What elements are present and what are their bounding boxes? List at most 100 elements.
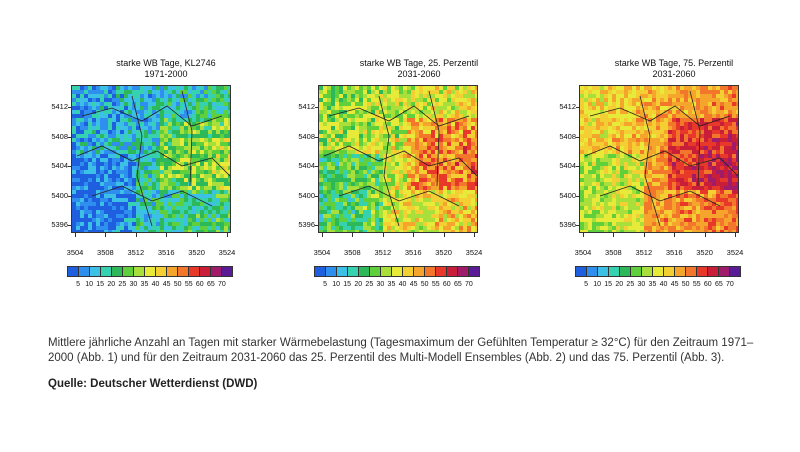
colorbar — [314, 266, 480, 277]
x-tick-mark — [413, 233, 415, 237]
y-tick-label: 5412 — [298, 102, 315, 111]
colorbar-label: 45 — [409, 281, 418, 288]
y-tick-label: 5412 — [51, 102, 68, 111]
y-tick-label: 5400 — [51, 191, 68, 200]
heat-map — [318, 85, 478, 233]
colorbar-label: 15 — [96, 281, 105, 288]
figure-caption: Mittlere jährliche Anzahl an Tagen mit s… — [48, 337, 754, 364]
colorbar-label: 40 — [151, 281, 160, 288]
colorbar-swatch — [587, 267, 598, 276]
colorbar-swatch — [359, 267, 370, 276]
colorbar-swatch — [123, 267, 134, 276]
colorbar-swatch — [697, 267, 708, 276]
border-line — [589, 105, 731, 127]
colorbar-swatch — [134, 267, 145, 276]
colorbar-swatch — [642, 267, 653, 276]
colorbar-label: 45 — [162, 281, 171, 288]
heat-map-image — [319, 86, 477, 232]
x-tick-label: 3508 — [344, 248, 361, 257]
border-line — [181, 90, 193, 187]
colorbar-swatch — [189, 267, 200, 276]
colorbar-swatch — [315, 267, 326, 276]
y-tick-mark — [68, 225, 72, 226]
x-tick-mark — [352, 233, 354, 237]
y-tick-mark — [68, 107, 72, 108]
x-tick-label: 3524 — [465, 248, 483, 257]
colorbar-label: 5 — [584, 281, 589, 288]
x-tick-mark — [735, 233, 736, 237]
x-tick-mark — [382, 233, 384, 237]
colorbar — [67, 266, 233, 277]
colorbar-label: 55 — [184, 281, 193, 288]
colorbar-swatch — [620, 267, 631, 276]
y-tick-mark — [315, 196, 319, 197]
y-tick-label: 5396 — [559, 220, 576, 229]
colorbar-swatch — [447, 267, 458, 276]
colorbar-swatch — [576, 267, 587, 276]
colorbar-label: 65 — [714, 281, 723, 288]
x-tick-label: 3512 — [374, 248, 392, 257]
colorbar-swatch — [326, 267, 337, 276]
y-tick-label: 5404 — [559, 161, 576, 170]
colorbar-label: 70 — [465, 281, 473, 288]
y-tick-label: 5400 — [559, 191, 576, 200]
border-line — [428, 90, 440, 187]
x-tick-mark — [704, 233, 706, 237]
x-tick-mark — [674, 233, 676, 237]
colorbar-swatch — [79, 267, 90, 276]
y-tick-mark — [576, 225, 580, 226]
colorbar-label: 5 — [76, 281, 81, 288]
colorbar-swatch — [101, 267, 112, 276]
y-tick-mark — [315, 225, 319, 226]
colorbar-swatch — [370, 267, 381, 276]
colorbar-swatch — [436, 267, 447, 276]
colorbar-swatch — [178, 267, 189, 276]
x-tick-mark — [105, 233, 107, 237]
colorbar-label: 50 — [420, 281, 429, 288]
y-tick-label: 5396 — [51, 220, 68, 229]
x-tick-mark — [227, 233, 228, 237]
colorbar-swatch — [730, 267, 740, 276]
x-tick-mark — [75, 233, 76, 237]
border-line — [91, 185, 213, 207]
colorbar-swatch — [458, 267, 469, 276]
y-tick-mark — [315, 107, 319, 108]
x-tick-label: 3504 — [66, 248, 84, 257]
heat-map — [579, 85, 739, 233]
colorbar-label: 20 — [107, 281, 116, 288]
x-tick-mark — [196, 233, 198, 237]
x-tick-label: 3520 — [188, 248, 205, 257]
colorbar-label: 40 — [659, 281, 668, 288]
colorbar-label: 30 — [637, 281, 646, 288]
colorbar-swatch — [686, 267, 697, 276]
x-tick-mark — [613, 233, 615, 237]
colorbar-label: 55 — [692, 281, 701, 288]
colorbar-label: 20 — [615, 281, 624, 288]
colorbar-label: 45 — [670, 281, 679, 288]
heat-map-image — [580, 86, 738, 232]
x-tick-label: 3508 — [97, 248, 114, 257]
x-tick-label: 3512 — [635, 248, 653, 257]
colorbar-label: 55 — [431, 281, 440, 288]
colorbar-swatch — [664, 267, 675, 276]
colorbar-swatch — [145, 267, 156, 276]
x-tick-mark — [135, 233, 137, 237]
y-tick-label: 5408 — [559, 132, 576, 141]
y-tick-label: 5404 — [298, 161, 315, 170]
x-tick-mark — [443, 233, 445, 237]
colorbar — [575, 266, 741, 277]
colorbar-label: 5 — [323, 281, 328, 288]
y-tick-mark — [576, 196, 580, 197]
map-panel-3: starke WB Tage, 75. Perzentil 2031-2060 … — [554, 0, 794, 300]
y-tick-mark — [68, 137, 72, 138]
colorbar-label: 65 — [453, 281, 462, 288]
y-tick-label: 5400 — [298, 191, 315, 200]
border-line — [378, 95, 400, 227]
x-tick-mark — [166, 233, 168, 237]
x-tick-label: 3520 — [435, 248, 452, 257]
colorbar-label: 10 — [593, 281, 602, 288]
colorbar-label: 50 — [681, 281, 690, 288]
colorbar-swatch — [200, 267, 211, 276]
heat-map-image — [72, 86, 230, 232]
colorbar-label: 15 — [343, 281, 352, 288]
